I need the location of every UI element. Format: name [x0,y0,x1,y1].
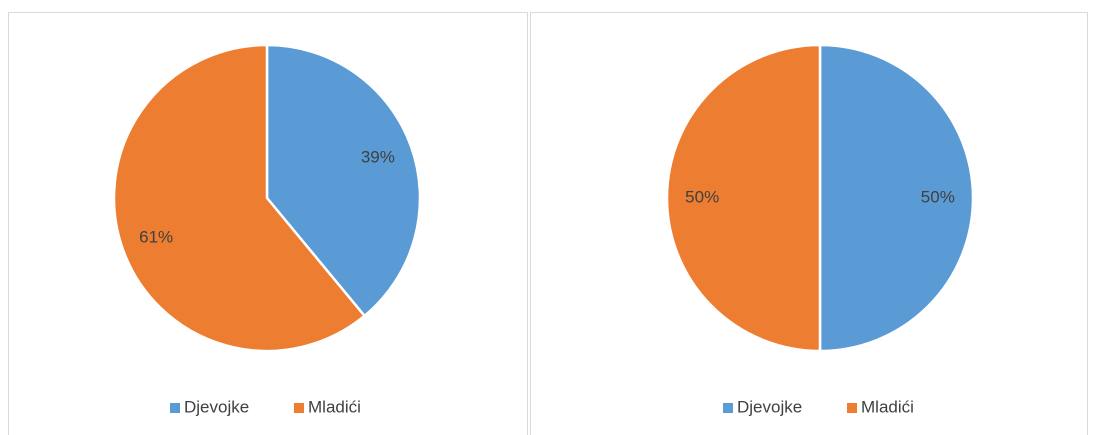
legend-label: Djevojke [184,397,249,416]
data-label: 61% [139,227,173,246]
legend-label: Mladići [861,397,914,416]
pie-slice [818,43,975,353]
legend-label: Djevojke [737,397,802,416]
legend-marker [170,403,180,413]
data-label: 50% [921,187,955,206]
chart-frame [8,12,528,435]
chart-frame [530,12,1088,435]
legend-marker [847,403,857,413]
legend-marker [294,403,304,413]
legend-label: Mladići [308,397,361,416]
pie-slice [665,43,822,353]
pie-slice [265,43,422,318]
legend-marker [723,403,733,413]
data-label: 39% [361,148,395,167]
pie-slice [112,43,367,353]
data-label: 50% [685,187,719,206]
